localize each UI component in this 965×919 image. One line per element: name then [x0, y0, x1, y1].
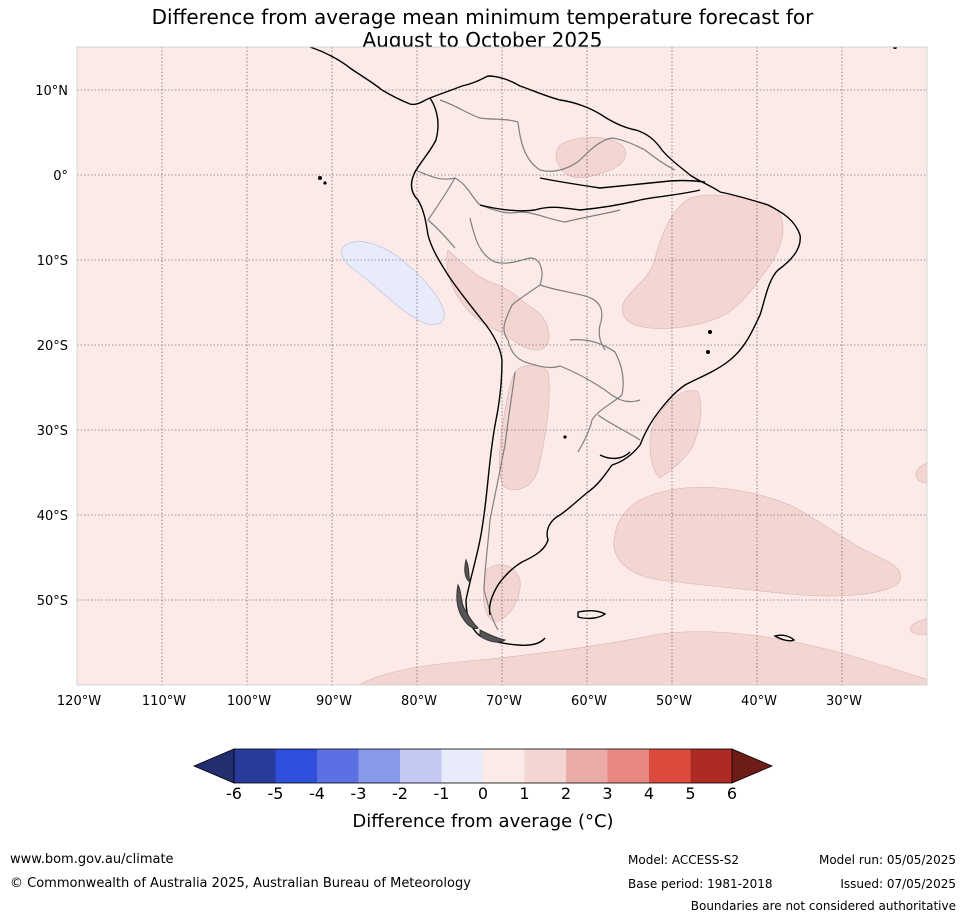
colorbar-tick-label: -4: [309, 784, 325, 803]
south-georgia: [773, 634, 796, 642]
footer-model: Model: ACCESS-S2: [628, 853, 740, 867]
colorbar-bin--1-to-0: [441, 749, 484, 783]
colorbar-tick-label: 0: [478, 784, 488, 803]
colorbar-tick-label: 4: [644, 784, 654, 803]
map-title-line-1: Difference from average mean minimum tem…: [151, 5, 814, 29]
colorbar-frame: [233, 748, 733, 784]
lon-label-30W: 30°W: [826, 694, 862, 709]
footer-model-run: Model run: 05/05/2025: [818, 853, 956, 867]
lat-label-50S: 50°S: [37, 594, 68, 609]
footer-base-period: Base period: 1981-2018: [628, 877, 773, 891]
colorbar-label: Difference from average (°C): [352, 811, 613, 832]
lon-label-60W: 60°W: [571, 694, 607, 709]
colorbar-tick-label: -2: [392, 784, 408, 803]
footer-url: www.bom.gov.au/climate: [10, 852, 174, 867]
colorbar-bin-3-to-4: [607, 749, 650, 783]
lat-label-10N: 10°N: [35, 84, 68, 99]
colorbar-tick-label: 2: [561, 784, 571, 803]
lon-label-90W: 90°W: [316, 694, 352, 709]
colorbar: -6 -5 -4 -3 -2 -1 0 1 2 3 4 5 6 Difference from aver…: [192, 748, 774, 832]
lon-label-80W: 80°W: [401, 694, 437, 709]
coast-amazon-2: [539, 177, 706, 189]
anomaly-region-1to2-guiana: [555, 137, 627, 179]
anomaly-region-1to2-andes-north: [446, 249, 550, 351]
chile-archipelago: [456, 558, 507, 643]
colorbar-bin-4-to-5: [649, 749, 691, 783]
anomaly-region-minus1to0-pacific: [341, 241, 445, 325]
colorbar-bin-5-to-6: [690, 749, 733, 783]
colorbar-bin-1-to-2: [524, 749, 567, 783]
lon-label-100W: 100°W: [227, 694, 271, 709]
country-borders: [414, 99, 676, 631]
anomaly-region-1to2-southeast: [910, 618, 927, 635]
lat-axis-labels: 10°N 0° 10°S 20°S 30°S 40°S 50°S: [35, 84, 68, 609]
anomaly-region-1to2-uruguay: [649, 390, 702, 479]
lon-label-120W: 120°W: [57, 694, 101, 709]
colorbar-bin--2-to--1: [400, 749, 442, 783]
falklands: [577, 609, 607, 620]
colorbar-bin-2-to-3: [566, 749, 608, 783]
lon-label-50W: 50°W: [656, 694, 692, 709]
colorbar-tick-label: -3: [351, 784, 367, 803]
lat-label-0: 0°: [53, 169, 68, 184]
colorbar-tick-label: -1: [434, 784, 450, 803]
lat-label-10S: 10°S: [37, 254, 68, 269]
small-islands: [318, 47, 897, 439]
colorbar-bin--4-to--3: [317, 749, 359, 783]
lat-label-40S: 40°S: [37, 509, 68, 524]
lon-label-110W: 110°W: [142, 694, 186, 709]
colorbar-over-arrow: [731, 748, 774, 784]
coast-brazil-east: [611, 191, 801, 466]
colorbar-tick-label: -6: [226, 784, 242, 803]
colorbar-under-arrow: [192, 748, 235, 784]
anomaly-region-1to2-far-east: [915, 462, 927, 484]
lon-label-70W: 70°W: [486, 694, 522, 709]
map-title-line-2: August to October 2025: [362, 28, 603, 52]
footer-issued: Issued: 07/05/2025: [840, 877, 956, 891]
lat-gridlines: [77, 89, 927, 601]
coast-amazon: [479, 189, 701, 212]
coast-argentina-east: [488, 464, 613, 616]
colorbar-tick-label: 3: [602, 784, 612, 803]
colorbar-tick-label: 1: [519, 784, 529, 803]
colorbar-bin--3-to--2: [358, 749, 401, 783]
lon-axis-labels: 120°W 110°W 100°W 90°W 80°W 70°W 60°W 50…: [57, 694, 862, 709]
colorbar-tick-label: 6: [727, 784, 737, 803]
footer-copyright: © Commonwealth of Australia 2025, Austra…: [10, 876, 471, 891]
colorbar-tick-label: 5: [685, 784, 695, 803]
colorbar-bin-0-to-1: [483, 749, 525, 783]
colorbar-tick-label: -5: [268, 784, 284, 803]
coast-caribbean: [429, 75, 721, 193]
colorbar-bin--6-to--5: [234, 749, 276, 783]
footer-disclaimer: Boundaries are not considered authoritat…: [690, 899, 956, 913]
lat-label-30S: 30°S: [37, 424, 68, 439]
lat-label-20S: 20°S: [37, 339, 68, 354]
map-frame: [76, 46, 928, 686]
rio-de-la-plata: [599, 451, 631, 460]
lon-label-40W: 40°W: [741, 694, 777, 709]
coast-central-america: [309, 47, 431, 106]
colorbar-bin--5-to--4: [275, 749, 318, 783]
anomaly-region-1to2-brazil: [622, 194, 784, 329]
anomaly-region-1to2-south-atlantic: [613, 487, 901, 597]
anomaly-region-1to2-southern-ocean: [357, 631, 927, 685]
